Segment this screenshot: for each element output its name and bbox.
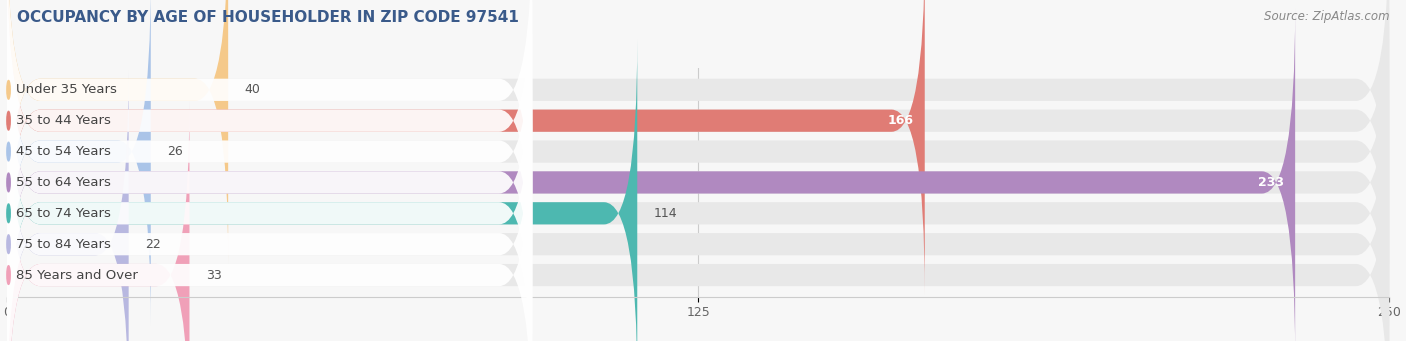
FancyBboxPatch shape	[7, 0, 533, 295]
FancyBboxPatch shape	[7, 0, 150, 326]
Text: 55 to 64 Years: 55 to 64 Years	[15, 176, 111, 189]
FancyBboxPatch shape	[7, 0, 925, 295]
FancyBboxPatch shape	[7, 0, 1389, 295]
FancyBboxPatch shape	[7, 39, 1389, 341]
Circle shape	[7, 80, 10, 99]
Text: 45 to 54 Years: 45 to 54 Years	[15, 145, 111, 158]
Text: Source: ZipAtlas.com: Source: ZipAtlas.com	[1264, 10, 1389, 23]
FancyBboxPatch shape	[7, 0, 1389, 326]
Text: 166: 166	[887, 114, 914, 127]
FancyBboxPatch shape	[7, 0, 1389, 264]
FancyBboxPatch shape	[7, 0, 533, 264]
Text: 33: 33	[207, 269, 222, 282]
FancyBboxPatch shape	[7, 101, 533, 341]
Circle shape	[7, 142, 10, 161]
FancyBboxPatch shape	[7, 70, 1389, 341]
Circle shape	[7, 112, 10, 130]
Text: 26: 26	[167, 145, 183, 158]
Circle shape	[7, 204, 10, 223]
FancyBboxPatch shape	[7, 0, 533, 326]
FancyBboxPatch shape	[7, 70, 533, 341]
Text: 22: 22	[145, 238, 162, 251]
FancyBboxPatch shape	[7, 70, 129, 341]
Text: 35 to 44 Years: 35 to 44 Years	[15, 114, 111, 127]
Circle shape	[7, 235, 10, 253]
Circle shape	[7, 266, 10, 284]
FancyBboxPatch shape	[7, 8, 1389, 341]
FancyBboxPatch shape	[7, 101, 1389, 341]
Text: Under 35 Years: Under 35 Years	[15, 83, 117, 96]
Text: 233: 233	[1258, 176, 1284, 189]
Circle shape	[7, 173, 10, 192]
Text: 40: 40	[245, 83, 260, 96]
Text: 75 to 84 Years: 75 to 84 Years	[15, 238, 111, 251]
Text: OCCUPANCY BY AGE OF HOUSEHOLDER IN ZIP CODE 97541: OCCUPANCY BY AGE OF HOUSEHOLDER IN ZIP C…	[17, 10, 519, 25]
FancyBboxPatch shape	[7, 39, 533, 341]
FancyBboxPatch shape	[7, 0, 228, 264]
FancyBboxPatch shape	[7, 101, 190, 341]
FancyBboxPatch shape	[7, 8, 1295, 341]
FancyBboxPatch shape	[7, 39, 637, 341]
Text: 85 Years and Over: 85 Years and Over	[15, 269, 138, 282]
FancyBboxPatch shape	[7, 8, 533, 341]
Text: 65 to 74 Years: 65 to 74 Years	[15, 207, 111, 220]
Text: 114: 114	[654, 207, 678, 220]
